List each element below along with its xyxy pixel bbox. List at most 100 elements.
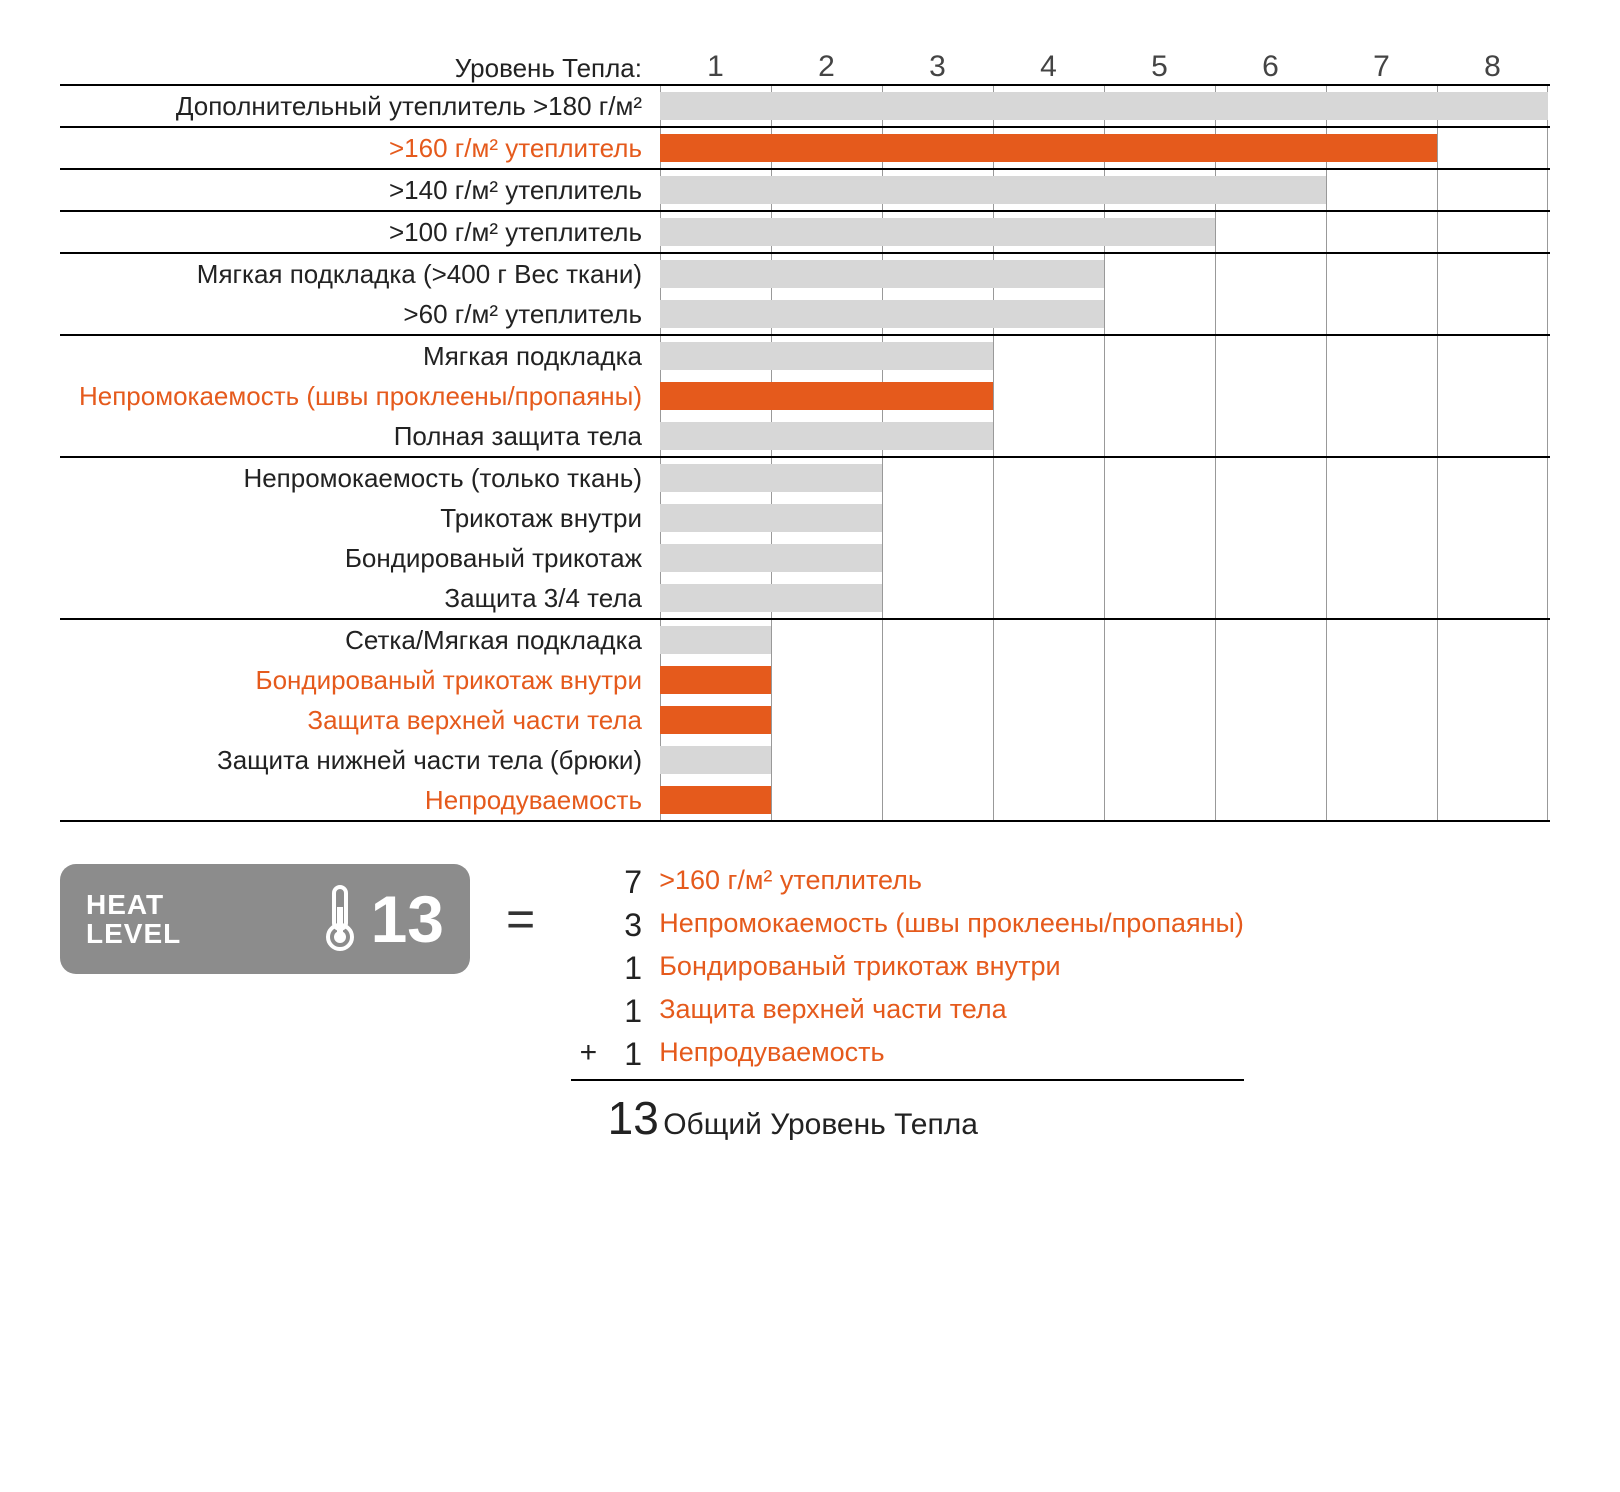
- bar: [660, 342, 993, 370]
- row-label: Непромокаемость (швы проклеены/пропаяны): [60, 382, 660, 411]
- chart-row: >160 г/м² утеплитель: [60, 128, 1550, 168]
- bar-track: [660, 740, 1548, 780]
- chart-section: Непромокаемость (только ткань) Трикотаж в…: [60, 456, 1550, 618]
- column-headers: 12345678: [660, 50, 1548, 84]
- chart-row: >140 г/м² утеплитель: [60, 170, 1550, 210]
- heat-level-badge: HEAT LEVEL 13: [60, 864, 470, 974]
- bar: [660, 300, 1104, 328]
- bar: [660, 134, 1437, 162]
- bar: [660, 706, 771, 734]
- bar-track: [660, 128, 1548, 168]
- bar-track: [660, 458, 1548, 498]
- chart-row: Дополнительный утеплитель >180 г/м²: [60, 86, 1550, 126]
- bar-track: [660, 578, 1548, 618]
- breakdown-value: 7: [607, 864, 659, 901]
- bar: [660, 382, 993, 410]
- bar: [660, 786, 771, 814]
- bar: [660, 218, 1215, 246]
- chart-row: Непродуваемость: [60, 780, 1550, 820]
- chart-section: >140 г/м² утеплитель: [60, 168, 1550, 210]
- summary-area: HEAT LEVEL 13 = 7>160 г/м² утеплитель 3Не…: [60, 864, 1560, 1145]
- chart-row: Сетка/Мягкая подкладка: [60, 620, 1550, 660]
- row-label: Мягкая подкладка: [60, 342, 660, 371]
- breakdown-row: 1Бондированый трикотаж внутри: [571, 950, 1244, 987]
- bar-track: [660, 212, 1548, 252]
- chart-row: Полная защита тела: [60, 416, 1550, 456]
- bar: [660, 92, 1548, 120]
- bar-track: [660, 336, 1548, 376]
- chart-section: Дополнительный утеплитель >180 г/м²: [60, 84, 1550, 126]
- breakdown-total: 13 Общий Уровень Тепла: [571, 1079, 1244, 1145]
- breakdown-row: 3Непромокаемость (швы проклеены/пропаяны…: [571, 907, 1244, 944]
- breakdown-value: 1: [607, 1036, 659, 1073]
- column-header: 4: [993, 50, 1104, 84]
- row-label: Трикотаж внутри: [60, 504, 660, 533]
- bar: [660, 626, 771, 654]
- breakdown-row: 1Защита верхней части тела: [571, 993, 1244, 1030]
- chart-row: Мягкая подкладка: [60, 336, 1550, 376]
- bar-track: [660, 254, 1548, 294]
- bar-track: [660, 498, 1548, 538]
- row-label: >160 г/м² утеплитель: [60, 134, 660, 163]
- chart-row: Мягкая подкладка (>400 г Вес ткани): [60, 254, 1550, 294]
- chart-row: Трикотаж внутри: [60, 498, 1550, 538]
- row-label: Непромокаемость (только ткань): [60, 464, 660, 493]
- bar: [660, 260, 1104, 288]
- chart-section: Мягкая подкладка (>400 г Вес ткани) >60 г…: [60, 252, 1550, 334]
- bar-track: [660, 620, 1548, 660]
- breakdown-label: >160 г/м² утеплитель: [659, 864, 922, 896]
- column-header: 1: [660, 50, 771, 84]
- chart-row: Бондированый трикотаж внутри: [60, 660, 1550, 700]
- chart-section: Мягкая подкладка Непромокаемость (швы про…: [60, 334, 1550, 456]
- bar-track: [660, 538, 1548, 578]
- row-label: Бондированый трикотаж: [60, 544, 660, 573]
- breakdown-label: Бондированый трикотаж внутри: [659, 950, 1060, 982]
- badge-label-line1: HEAT: [86, 889, 164, 920]
- bar: [660, 176, 1326, 204]
- row-label: >60 г/м² утеплитель: [60, 300, 660, 329]
- column-header: 8: [1437, 50, 1548, 84]
- column-header: 6: [1215, 50, 1326, 84]
- bar-track: [660, 416, 1548, 456]
- column-header: 7: [1326, 50, 1437, 84]
- chart-row: Защита нижней части тела (брюки): [60, 740, 1550, 780]
- row-label: Сетка/Мягкая подкладка: [60, 626, 660, 655]
- breakdown-label: Непродуваемость: [659, 1036, 884, 1068]
- chart-section: >160 г/м² утеплитель: [60, 126, 1550, 168]
- bar-track: [660, 86, 1548, 126]
- breakdown-list: 7>160 г/м² утеплитель 3Непромокаемость (ш…: [571, 864, 1244, 1145]
- bar: [660, 544, 882, 572]
- column-header: 2: [771, 50, 882, 84]
- badge-value: 13: [371, 881, 444, 957]
- breakdown-label: Защита верхней части тела: [659, 993, 1006, 1025]
- row-label: >100 г/м² утеплитель: [60, 218, 660, 247]
- row-label: Защита верхней части тела: [60, 706, 660, 735]
- row-label: Мягкая подкладка (>400 г Вес ткани): [60, 260, 660, 289]
- total-label: Общий Уровень Тепла: [659, 1108, 978, 1142]
- chart-row: >100 г/м² утеплитель: [60, 212, 1550, 252]
- bar: [660, 504, 882, 532]
- row-label: >140 г/м² утеплитель: [60, 176, 660, 205]
- row-label: Защита 3/4 тела: [60, 584, 660, 613]
- chart-section: Сетка/Мягкая подкладка Бондированый трико…: [60, 618, 1550, 822]
- equals-sign: =: [506, 864, 535, 948]
- chart-row: Защита 3/4 тела: [60, 578, 1550, 618]
- chart-row: Непромокаемость (швы проклеены/пропаяны): [60, 376, 1550, 416]
- row-label: Бондированый трикотаж внутри: [60, 666, 660, 695]
- bar-track: [660, 170, 1548, 210]
- heat-level-chart: Уровень Тепла: 12345678 Дополнительный у…: [60, 40, 1550, 822]
- bar: [660, 584, 882, 612]
- bar-track: [660, 700, 1548, 740]
- chart-row: Бондированый трикотаж: [60, 538, 1550, 578]
- header-label: Уровень Тепла:: [60, 53, 660, 84]
- row-label: Непродуваемость: [60, 786, 660, 815]
- bar-track: [660, 660, 1548, 700]
- bar: [660, 464, 882, 492]
- bar: [660, 746, 771, 774]
- bar: [660, 666, 771, 694]
- chart-body: Дополнительный утеплитель >180 г/м² >160 …: [60, 84, 1550, 822]
- chart-section: >100 г/м² утеплитель: [60, 210, 1550, 252]
- breakdown-row: +1Непродуваемость: [571, 1036, 1244, 1073]
- column-header: 3: [882, 50, 993, 84]
- breakdown-value: 1: [607, 950, 659, 987]
